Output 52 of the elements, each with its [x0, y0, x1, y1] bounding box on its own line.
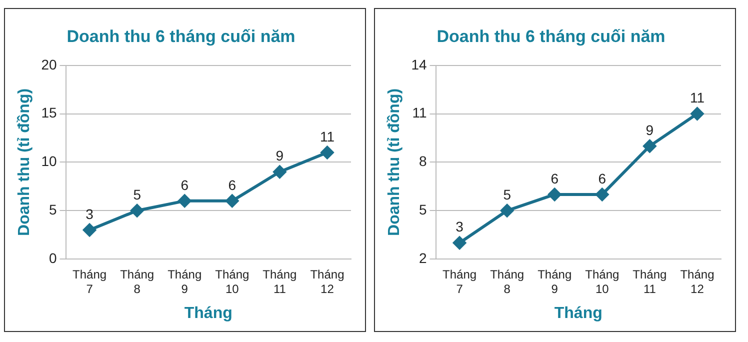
data-label: 5	[503, 186, 512, 202]
point	[643, 140, 656, 153]
y-axis-title: Doanh thu (tỉ đồng)	[16, 88, 34, 236]
x-tick-label: Tháng 8	[120, 268, 154, 296]
x-axis-title: Tháng	[554, 304, 602, 322]
point	[226, 194, 239, 208]
x-axis-title: Tháng	[184, 304, 232, 322]
data-label: 11	[320, 128, 335, 144]
y-tick-label: 5	[48, 201, 57, 218]
y-tick-label: 15	[41, 104, 57, 121]
data-label: 3	[86, 206, 94, 222]
chart-title: Doanh thu 6 tháng cuối năm	[66, 26, 296, 46]
x-tick-label: Tháng 10	[215, 268, 250, 296]
data-label: 9	[276, 148, 284, 164]
y-tick-label: 5	[418, 201, 427, 218]
data-label: 6	[550, 170, 559, 186]
x-tick-label: Tháng 7	[72, 268, 107, 296]
x-tick-label: Tháng 11	[632, 268, 667, 296]
point	[320, 146, 334, 160]
chart-title: Doanh thu 6 tháng cuối năm	[436, 26, 666, 46]
x-tick-label: Tháng 12	[680, 268, 714, 296]
point	[690, 107, 704, 120]
x-tick-label: Tháng 7	[442, 268, 477, 296]
x-tick-label: Tháng 12	[310, 268, 344, 296]
point	[178, 194, 192, 208]
y-tick-label: 0	[48, 250, 57, 266]
y-tick-label: 14	[411, 56, 427, 72]
x-tick-label: Tháng 9	[538, 268, 572, 296]
y-axis-title: Doanh thu (tỉ đồng)	[386, 88, 404, 236]
point	[130, 204, 144, 218]
y-tick-label: 8	[418, 153, 427, 170]
x-tick-label: Tháng 9	[168, 268, 202, 296]
x-tick-label: Tháng 10	[585, 268, 620, 296]
x-tick-label: Tháng 11	[262, 268, 297, 296]
point	[500, 204, 514, 218]
y-tick-label: 20	[41, 56, 57, 72]
point	[273, 165, 286, 178]
data-label: 6	[228, 176, 236, 193]
y-tick-label: 2	[418, 250, 427, 266]
y-tick-label: 11	[412, 104, 427, 121]
data-label: 6	[180, 176, 189, 193]
point	[453, 236, 466, 250]
data-label: 5	[133, 186, 142, 202]
point	[548, 188, 562, 201]
data-label: 11	[690, 90, 705, 106]
data-label: 9	[646, 122, 654, 138]
y-tick-label: 10	[41, 153, 57, 170]
x-tick-label: Tháng 8	[490, 268, 524, 296]
data-label: 3	[456, 218, 464, 235]
point	[596, 188, 609, 201]
point	[83, 223, 96, 236]
data-label: 6	[598, 170, 606, 186]
